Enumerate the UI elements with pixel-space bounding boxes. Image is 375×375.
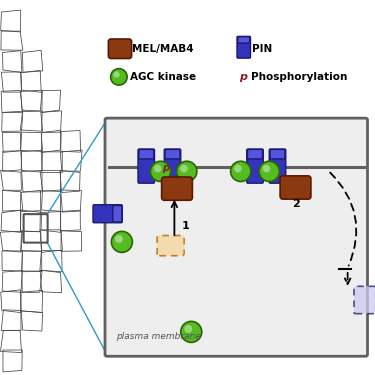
Text: MEL/MAB4: MEL/MAB4 — [132, 44, 194, 54]
Circle shape — [113, 71, 120, 78]
FancyBboxPatch shape — [113, 206, 122, 222]
FancyBboxPatch shape — [164, 149, 181, 183]
Circle shape — [234, 165, 242, 172]
Text: 1: 1 — [182, 221, 190, 231]
Text: plasma membrane: plasma membrane — [116, 332, 201, 341]
FancyBboxPatch shape — [162, 177, 192, 200]
Circle shape — [184, 325, 192, 333]
FancyBboxPatch shape — [108, 39, 132, 58]
Text: AGC kinase: AGC kinase — [130, 72, 196, 82]
Circle shape — [111, 231, 132, 252]
Circle shape — [262, 165, 270, 172]
Circle shape — [177, 161, 197, 182]
Circle shape — [111, 69, 127, 85]
FancyBboxPatch shape — [354, 286, 375, 314]
Circle shape — [231, 161, 251, 182]
Circle shape — [181, 321, 202, 342]
FancyArrowPatch shape — [330, 172, 356, 266]
Circle shape — [180, 165, 188, 172]
FancyBboxPatch shape — [105, 118, 368, 356]
FancyBboxPatch shape — [138, 149, 154, 183]
Circle shape — [150, 161, 171, 182]
Circle shape — [154, 165, 162, 172]
FancyBboxPatch shape — [280, 176, 311, 199]
Text: PIN: PIN — [252, 44, 272, 54]
FancyBboxPatch shape — [139, 149, 154, 159]
FancyBboxPatch shape — [270, 149, 285, 159]
FancyBboxPatch shape — [93, 205, 122, 223]
FancyBboxPatch shape — [247, 149, 263, 183]
FancyBboxPatch shape — [237, 36, 250, 58]
Circle shape — [259, 161, 279, 182]
Text: p: p — [162, 163, 169, 172]
Text: Phosphorylation: Phosphorylation — [251, 72, 347, 82]
FancyBboxPatch shape — [269, 149, 286, 183]
FancyBboxPatch shape — [248, 149, 262, 159]
Text: 2: 2 — [292, 200, 300, 209]
FancyBboxPatch shape — [238, 37, 250, 43]
Text: p: p — [239, 72, 247, 82]
FancyBboxPatch shape — [165, 149, 180, 159]
Circle shape — [115, 235, 123, 243]
FancyBboxPatch shape — [157, 236, 184, 256]
